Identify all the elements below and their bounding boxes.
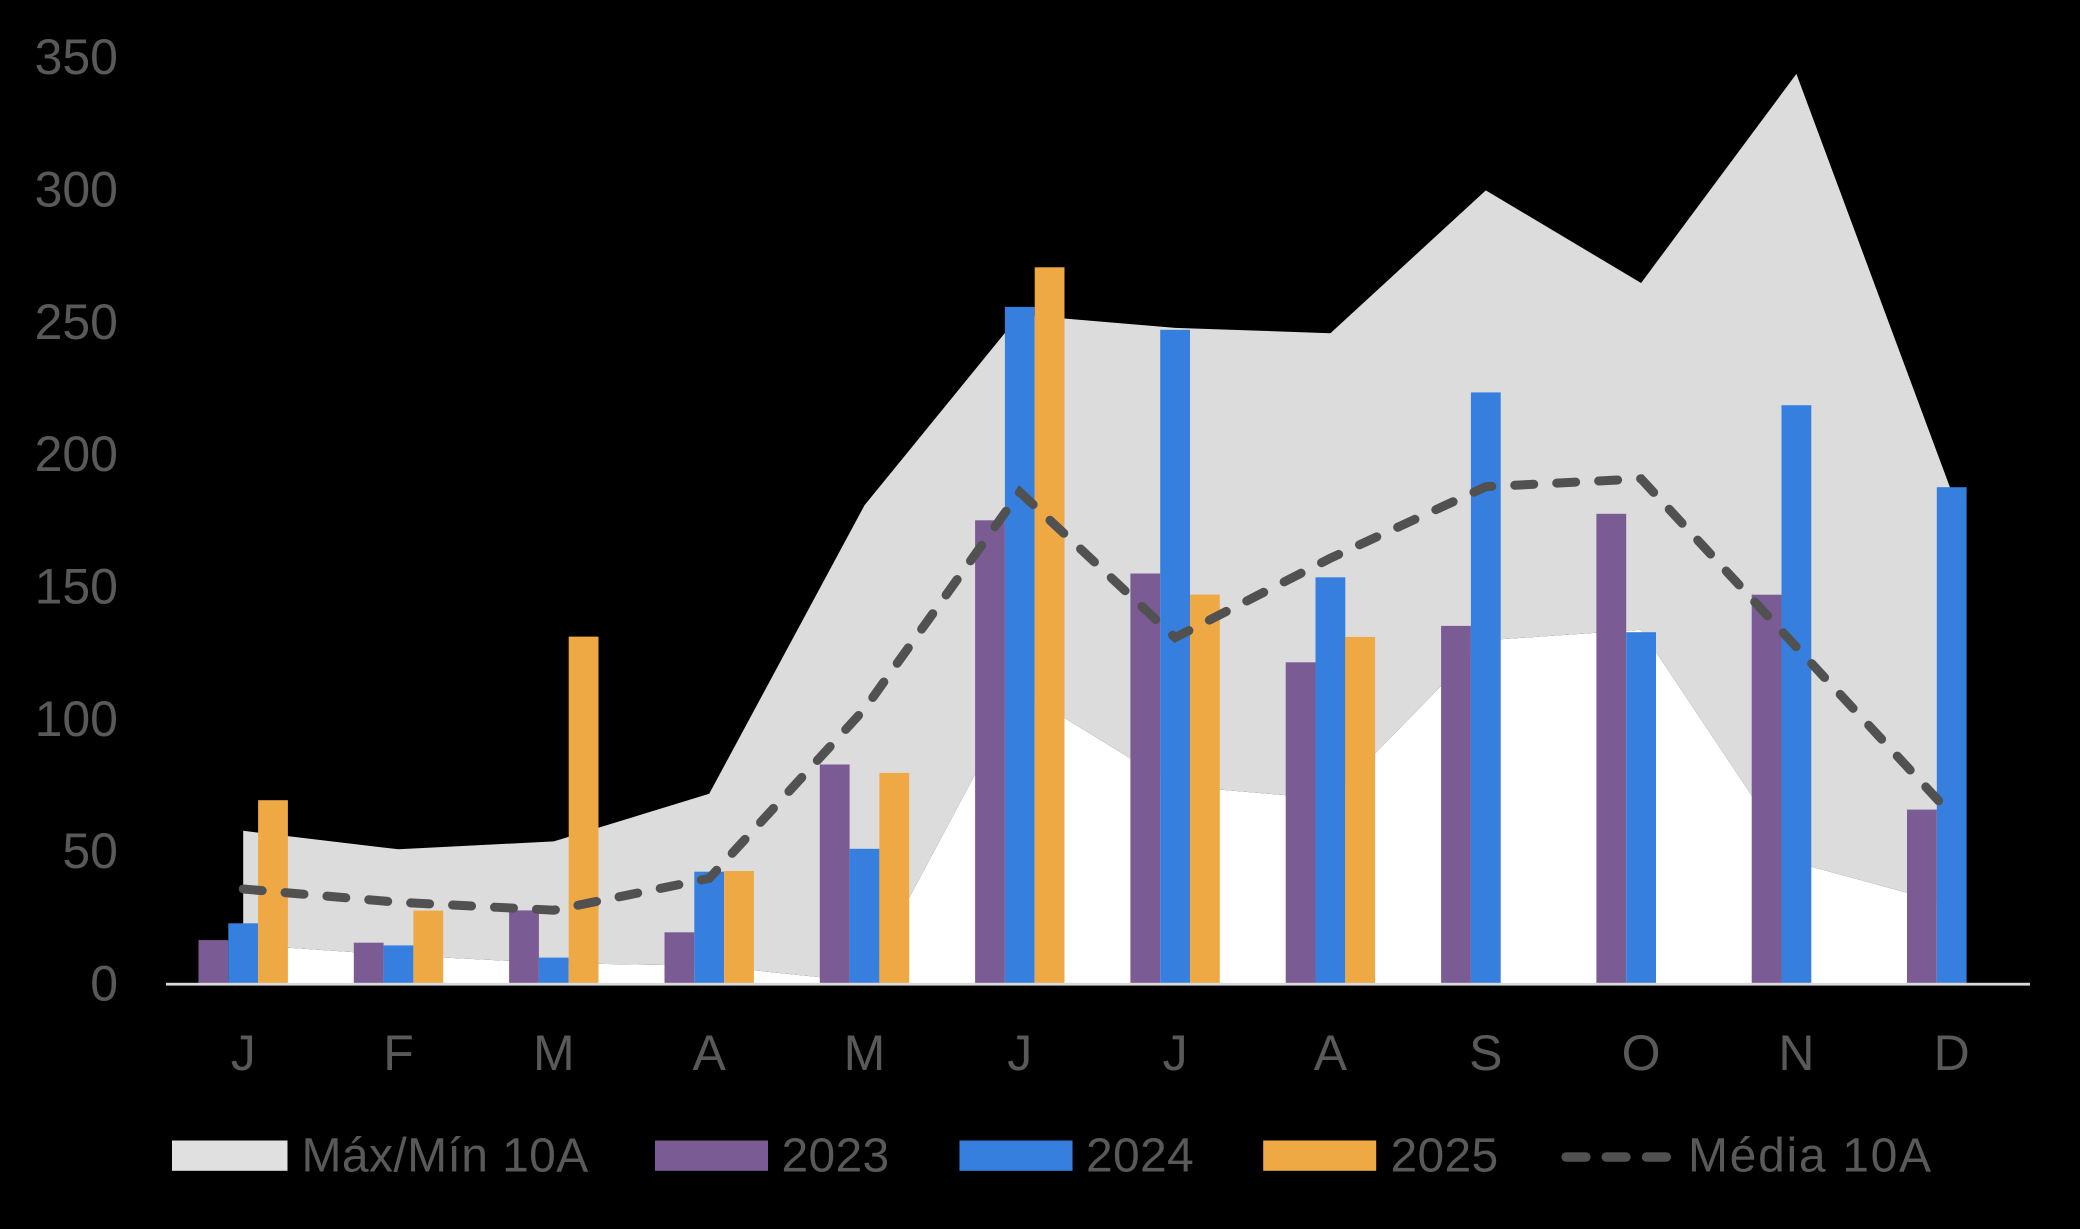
- svg-text:300: 300: [35, 162, 118, 218]
- svg-text:100: 100: [35, 691, 118, 747]
- svg-text:0: 0: [90, 956, 118, 1012]
- svg-text:M: M: [533, 1025, 575, 1081]
- svg-text:M: M: [844, 1025, 886, 1081]
- svg-text:J: J: [1007, 1025, 1032, 1081]
- svg-text:2025: 2025: [1391, 1130, 1499, 1183]
- svg-text:Máx/Mín 10A: Máx/Mín 10A: [302, 1130, 589, 1183]
- svg-text:50: 50: [62, 823, 118, 879]
- svg-text:J: J: [1163, 1025, 1188, 1081]
- svg-text:A: A: [693, 1025, 727, 1081]
- svg-text:O: O: [1622, 1025, 1661, 1081]
- svg-text:Média 10A: Média 10A: [1688, 1130, 1933, 1183]
- svg-text:N: N: [1778, 1025, 1814, 1081]
- svg-text:150: 150: [35, 559, 118, 615]
- svg-text:S: S: [1469, 1025, 1502, 1081]
- svg-text:2024: 2024: [1086, 1130, 1194, 1183]
- svg-text:2023: 2023: [782, 1130, 890, 1183]
- svg-text:350: 350: [35, 29, 118, 85]
- svg-text:A: A: [1314, 1025, 1348, 1081]
- svg-text:200: 200: [35, 426, 118, 482]
- svg-text:250: 250: [35, 294, 118, 350]
- svg-text:J: J: [231, 1025, 256, 1081]
- svg-text:D: D: [1934, 1025, 1970, 1081]
- svg-text:F: F: [383, 1025, 414, 1081]
